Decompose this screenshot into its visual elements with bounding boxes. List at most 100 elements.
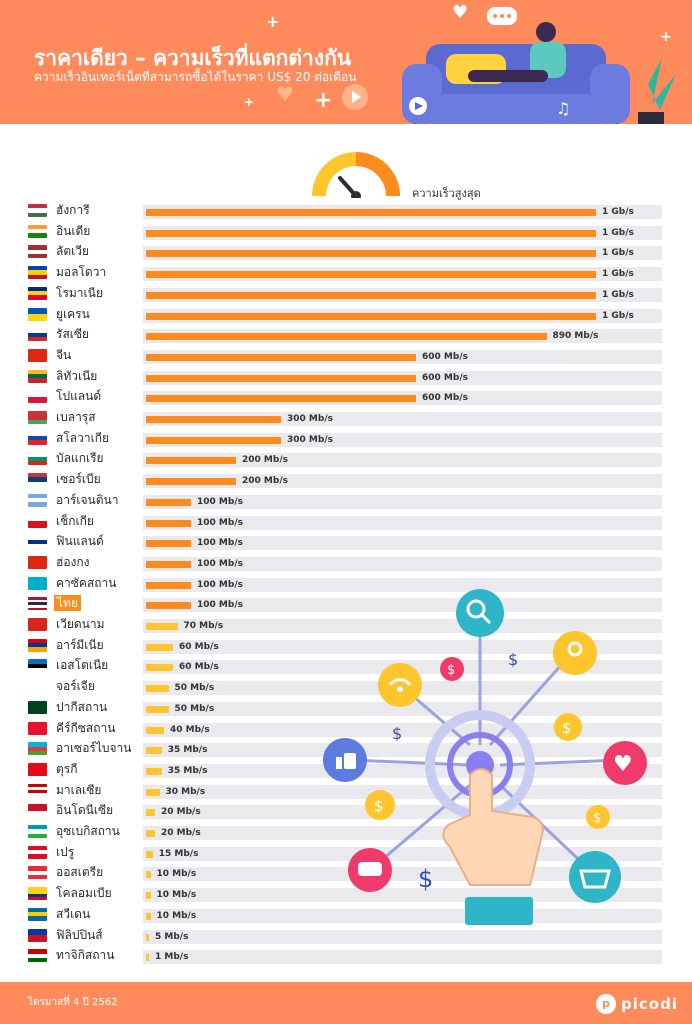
bar	[146, 747, 162, 755]
bar-row: ฮ่องกง 100 Mb/s	[0, 552, 692, 573]
bar-row: ปากีสถาน 50 Mb/s	[0, 697, 692, 718]
bar-row: เบลารุส 300 Mb/s	[0, 407, 692, 428]
touch-illustration: ♥ $ $ $ $ $ $ $	[323, 589, 647, 925]
data-label: 100 Mb/s	[197, 517, 243, 528]
sofa-illustration: ♫	[402, 22, 676, 124]
data-label: 10 Mb/s	[156, 869, 197, 880]
flag-icon	[28, 866, 47, 880]
flag-icon	[28, 369, 47, 383]
bar	[146, 664, 173, 672]
bar	[146, 333, 547, 341]
bar	[146, 954, 149, 962]
data-label: 300 Mb/s	[287, 434, 333, 445]
plus-icon: +	[244, 95, 255, 109]
bar-track	[143, 950, 662, 965]
data-label: 15 Mb/s	[158, 848, 199, 859]
bar-row: อาร์เจนตินา 100 Mb/s	[0, 490, 692, 511]
picodi-logo-icon: p	[596, 994, 616, 1014]
bar-row: มอลโดวา 1 Gb/s	[0, 262, 692, 283]
data-label: 70 Mb/s	[183, 621, 224, 631]
heart-icon	[603, 741, 647, 785]
flag-icon	[28, 618, 47, 631]
bar	[146, 560, 191, 568]
basket-icon	[569, 851, 621, 903]
data-label: 35 Mb/s	[167, 765, 208, 776]
bar-track	[143, 639, 662, 654]
bar-chart: ฮังการี 1 Gb/s อินเดีย 1 Gb/s ลัตเวีย 1 Gb/s ม…	[0, 200, 692, 972]
category-label: โคลอมเบีย	[56, 886, 112, 901]
bar-track	[143, 453, 662, 468]
footer-bar: ไตรมาสที่ 4 ปี 2562 p picodi	[0, 982, 692, 1024]
svg-text:$: $	[508, 650, 518, 669]
category-label: รัสเซีย	[56, 327, 90, 342]
flag-icon	[28, 328, 47, 342]
bar	[146, 830, 155, 837]
data-label: 20 Mb/s	[161, 828, 201, 838]
category-label: อินเดีย	[56, 223, 91, 238]
bar-track	[143, 598, 662, 613]
data-label: 60 Mb/s	[179, 662, 219, 673]
flag-icon	[28, 887, 47, 901]
plus-icon: +	[660, 29, 672, 45]
data-label: 1 Gb/s	[602, 248, 634, 259]
bar-track	[143, 577, 662, 592]
bar	[146, 643, 173, 651]
bar	[146, 788, 160, 796]
search-icon	[456, 589, 504, 637]
flag-icon	[28, 390, 47, 404]
flag-icon	[28, 535, 47, 549]
category-label: สโลวาเกีย	[56, 430, 109, 445]
category-label: สวีเดน	[56, 906, 91, 921]
data-label: 100 Mb/s	[197, 600, 243, 611]
flag-icon	[28, 700, 47, 714]
bar	[146, 540, 191, 548]
bar	[146, 209, 596, 216]
bar-row: สโลวาเกีย 300 Mb/s	[0, 428, 692, 449]
category-label: บัลแกเรีย	[56, 451, 104, 466]
data-label: 30 Mb/s	[165, 786, 206, 797]
flag-icon	[28, 411, 47, 424]
bar-track	[143, 701, 662, 716]
flag-icon	[28, 928, 47, 942]
bar-row: เซอร์เบีย 200 Mb/s	[0, 469, 692, 490]
category-label: เบลารุส	[56, 410, 96, 424]
category-label: โปแลนด์	[56, 389, 102, 404]
bar-row: ทาจิกิสถาน 1 Mb/s	[0, 945, 692, 966]
svg-text:$: $	[562, 719, 572, 737]
bar-row: มาเลเซีย 30 Mb/s	[0, 780, 692, 801]
bar	[146, 457, 236, 465]
bar	[146, 850, 153, 858]
bar	[146, 478, 236, 486]
bar-track	[143, 722, 662, 737]
flag-icon	[28, 452, 47, 466]
bar	[146, 933, 149, 941]
flag-icon	[28, 597, 47, 611]
bar-row: คีร์กีซสถาน 40 Mb/s	[0, 718, 692, 739]
category-label: ฟินแลนด์	[56, 534, 104, 549]
bar	[146, 250, 596, 258]
brand-name: picodi	[621, 995, 678, 1013]
bar-row: โปแลนด์ 600 Mb/s	[0, 386, 692, 407]
flag-icon	[28, 907, 47, 921]
plus-icon: +	[266, 12, 280, 31]
category-label: อินโดนีเซีย	[56, 803, 114, 818]
data-label: 1 Gb/s	[602, 289, 634, 300]
flag-icon	[28, 721, 47, 735]
category-label: เอสโตเนีย	[56, 658, 109, 673]
category-label: ลัตเวีย	[56, 244, 90, 259]
data-label: 35 Mb/s	[167, 745, 208, 756]
bar	[146, 912, 151, 920]
data-label: 200 Mb/s	[242, 455, 288, 466]
category-label: ลิทัวเนีย	[56, 368, 98, 383]
data-label: 20 Mb/s	[161, 807, 201, 818]
bar-row: ลัตเวีย 1 Gb/s	[0, 241, 692, 262]
category-label: ทาจิกิสถาน	[56, 948, 115, 963]
play-icon	[342, 84, 368, 110]
bar	[146, 892, 151, 900]
bar	[146, 271, 596, 279]
flag-icon	[28, 224, 47, 238]
data-label: 200 Mb/s	[242, 476, 288, 487]
page-title: ราคาเดียว – ความเร็วที่แตกต่างกัน	[34, 46, 352, 70]
bar	[146, 498, 191, 506]
category-label: เปรู	[56, 844, 75, 859]
